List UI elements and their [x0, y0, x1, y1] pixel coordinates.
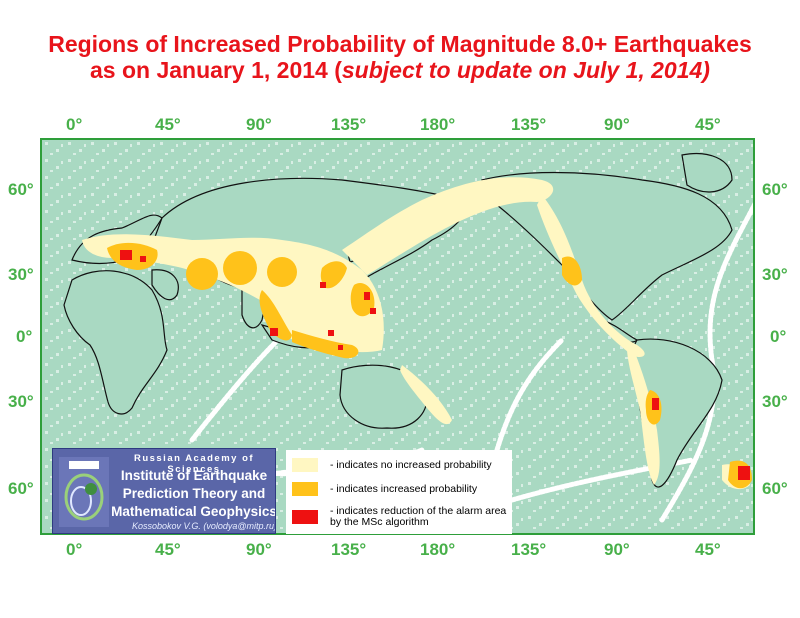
right-latitude-label: 30° [762, 265, 788, 284]
left-latitude-label: 60° [8, 479, 34, 498]
msc-reduction-zones [120, 250, 750, 480]
no-increase-zones [82, 177, 750, 490]
top-longitude-label: 45° [155, 115, 181, 134]
institute-logo-panel: Russian Academy of Sciences Institute of… [52, 448, 276, 534]
top-longitude-label: 45° [695, 115, 721, 134]
bottom-longitude-label: 45° [695, 540, 721, 559]
legend-swatch-yellow [292, 458, 318, 472]
top-longitude-label: 90° [604, 115, 630, 134]
top-longitude-label: 0° [66, 115, 83, 134]
legend-label: - indicates increased probability [330, 483, 478, 495]
legend-swatch-red [292, 510, 318, 524]
map-title-line-2: as on January 1, 2014 (subject to update… [0, 56, 800, 84]
title-italic-part: subject to update on July 1, 2014) [341, 57, 710, 83]
left-latitude-label: 30° [8, 265, 34, 284]
map-legend: - indicates no increased probability - i… [286, 450, 512, 534]
map-title-line-1: Regions of Increased Probability of Magn… [48, 31, 752, 57]
bottom-longitude-label: 135° [331, 540, 367, 559]
institute-emblem-icon [59, 457, 109, 527]
top-longitude-label: 180° [420, 115, 456, 134]
institute-name-line-3: Mathematical Geophysics [111, 504, 276, 519]
institute-name-line-1: Institute of Earthquake [120, 468, 268, 483]
legend-label: - indicates reduction of the alarm area … [330, 505, 507, 528]
bottom-longitude-label: 45° [155, 540, 181, 559]
legend-label: - indicates no increased probability [330, 459, 492, 471]
author-contact: Kossobokov V.G. (volodya@mitp.ru) [131, 521, 276, 531]
legend-swatch-orange [292, 482, 318, 496]
bottom-longitude-label: 90° [246, 540, 272, 559]
bottom-longitude-label: 180° [420, 540, 456, 559]
bottom-longitude-label: 0° [66, 540, 83, 559]
institute-name-line-2: Prediction Theory and [122, 486, 266, 501]
top-longitude-label: 135° [511, 115, 547, 134]
left-latitude-label: 0° [16, 327, 33, 346]
top-longitude-label: 90° [246, 115, 272, 134]
right-latitude-label: 60° [762, 479, 788, 498]
right-latitude-label: 0° [770, 327, 787, 346]
bottom-longitude-label: 135° [511, 540, 547, 559]
right-latitude-label: 30° [762, 392, 788, 411]
academy-name: Russian Academy of Sciences [133, 453, 255, 475]
title-main-part: as on January 1, 2014 ( [90, 57, 342, 83]
right-latitude-label: 60° [762, 180, 788, 199]
left-latitude-label: 30° [8, 392, 34, 411]
top-longitude-label: 135° [331, 115, 367, 134]
bottom-longitude-label: 90° [604, 540, 630, 559]
left-latitude-label: 60° [8, 180, 34, 199]
